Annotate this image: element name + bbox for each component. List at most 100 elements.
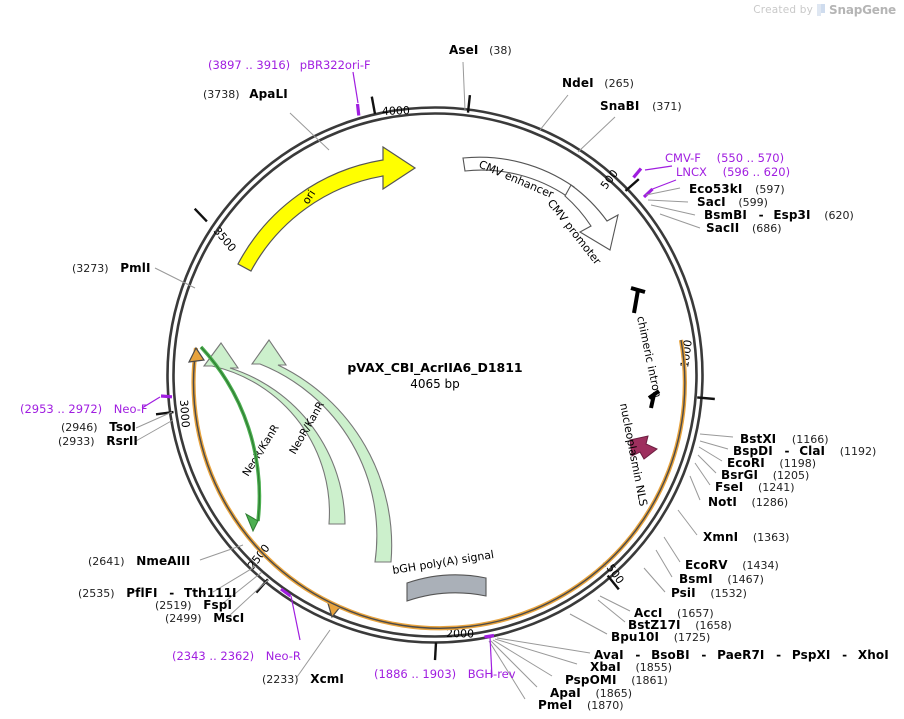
ndei-pos: (265) — [604, 77, 634, 90]
clai-name: ClaI — [799, 444, 826, 458]
label-site-fspi[interactable]: (2519) FspI — [155, 598, 232, 612]
feature-bgh-polya[interactable]: bGH poly(A) signal — [391, 548, 495, 602]
label-site-bsmi[interactable]: BsmI (1467) — [679, 572, 764, 586]
bgh-rev-range: (1886 .. 1903) — [374, 667, 457, 681]
label-site-avai-group[interactable]: AvaI - BsoBI - PaeR7I - PspXI - XhoI (18… — [594, 648, 904, 662]
label-site-apali[interactable]: (3738) ApaLI — [203, 87, 288, 101]
feature-label-bgh-polya: bGH poly(A) signal — [391, 548, 494, 577]
neo-r-range: (2343 .. 2362) — [172, 649, 255, 663]
label-site-bpu10i[interactable]: Bpu10I (1725) — [611, 630, 710, 644]
label-site-msci[interactable]: (2499) MscI — [165, 611, 244, 625]
bpu10i-name: Bpu10I — [611, 630, 660, 644]
snapgene-watermark: Created by SnapGene — [753, 3, 896, 17]
label-site-pspomi[interactable]: PspOMI (1861) — [565, 673, 668, 687]
ecori-pos: (1198) — [779, 457, 816, 470]
feature-chimeric-intron[interactable]: chimeric intron — [630, 286, 664, 409]
plasmid-size: 4065 bp — [410, 377, 460, 391]
label-site-ndei[interactable]: NdeI (265) — [562, 76, 634, 90]
label-site-ecori[interactable]: EcoRI (1198) — [727, 456, 816, 470]
primer-tick-pbr322ori-f — [355, 103, 361, 116]
psii-name: PsiI — [671, 586, 696, 600]
watermark-brand: SnapGene — [829, 3, 896, 17]
label-site-saci[interactable]: SacI (599) — [697, 195, 768, 209]
label-site-fsei[interactable]: FseI (1241) — [715, 480, 795, 494]
apali-name: ApaLI — [249, 87, 288, 101]
primer-tick-neo-f — [160, 394, 173, 399]
label-site-xmni[interactable]: XmnI (1363) — [703, 530, 789, 544]
pbr322ori-f-name: pBR322ori-F — [299, 58, 371, 72]
feature-nucleoplasmin-nls[interactable]: nucleoplasmin NLS — [617, 402, 658, 507]
feature-cmv-enhancer[interactable]: CMV enhancer — [462, 156, 575, 201]
bstz17i-pos: (1658) — [695, 619, 732, 632]
label-site-tsoi[interactable]: (2946) TsoI — [61, 420, 136, 434]
xcmi-name: XcmI — [310, 672, 344, 686]
bsmi-pos: (1467) — [727, 573, 764, 586]
eco53ki-name: Eco53kI — [689, 182, 743, 196]
neo-r-name: Neo-R — [265, 649, 301, 663]
xmni-pos: (1363) — [752, 531, 790, 544]
lncx-range: (596 .. 620) — [722, 165, 791, 179]
label-site-bspdi-clai[interactable]: BspDI - ClaI (1192) — [733, 444, 876, 458]
label-site-eco53ki[interactable]: Eco53kI (597) — [689, 182, 785, 196]
label-site-bsrgi[interactable]: BsrGI (1205) — [721, 468, 809, 482]
eco53ki-pos: (597) — [755, 183, 785, 196]
feature-ori[interactable]: ori — [237, 145, 417, 272]
bstz17i-name: BstZ17I — [628, 618, 681, 632]
label-site-bstz17i[interactable]: BstZ17I (1658) — [628, 618, 732, 632]
noti-pos: (1286) — [751, 496, 789, 509]
label-site-apai[interactable]: ApaI (1865) — [550, 686, 632, 700]
label-site-nmeaiii[interactable]: (2641) NmeAIII — [88, 554, 190, 568]
label-primer-neo-f[interactable]: (2953 .. 2972) Neo-F — [20, 402, 148, 416]
feature-label-neor-kanr-1: NeoR/KanR — [240, 422, 281, 478]
orange-arc-left-inner — [192, 347, 341, 608]
tick-label-2000: 2000 — [446, 627, 474, 640]
label-site-snabi[interactable]: SnaBI (371) — [600, 99, 682, 113]
sacii-name: SacII — [706, 221, 740, 235]
ecorv-pos: (1434) — [742, 559, 779, 572]
ndei-name: NdeI — [562, 76, 594, 90]
pspomi-name: PspOMI — [565, 673, 617, 687]
label-site-ecorv[interactable]: EcoRV (1434) — [685, 558, 779, 572]
pmli-pos: (3273) — [72, 262, 109, 275]
xhoi-name: XhoI — [857, 648, 889, 662]
label-site-bstxi[interactable]: BstXI (1166) — [740, 432, 828, 446]
orange-arc-left-arrowhead — [187, 346, 206, 363]
bgh-rev-name: BGH-rev — [467, 667, 516, 681]
label-primer-bgh-rev[interactable]: (1886 .. 1903) BGH-rev — [374, 667, 516, 681]
nmeaiii-name: NmeAIII — [136, 554, 191, 568]
rsrii-name: RsrII — [106, 434, 138, 448]
tsoi-name: TsoI — [109, 420, 137, 434]
label-primer-lncx[interactable]: LNCX (596 .. 620) — [676, 165, 790, 179]
label-site-psii[interactable]: PsiI (1532) — [671, 586, 747, 600]
label-primer-cmv-f[interactable]: CMV-F (550 .. 570) — [665, 151, 784, 165]
feature-cmv-promoter[interactable]: CMV promoter — [545, 184, 619, 268]
esp3i-name: Esp3I — [773, 208, 811, 222]
label-site-pflfi-tth111i[interactable]: (2535) PflFI - Tth111I — [78, 586, 237, 600]
tick-label-3000: 3000 — [177, 399, 192, 428]
label-site-bsmbi-esp3i[interactable]: BsmBI - Esp3I (620) — [704, 208, 854, 222]
label-site-acci[interactable]: AccI (1657) — [634, 606, 714, 620]
asei-pos: (38) — [489, 44, 512, 57]
avai-dash-3: - — [776, 648, 782, 662]
label-primer-neo-r[interactable]: (2343 .. 2362) Neo-R — [172, 649, 301, 663]
label-site-xbai[interactable]: XbaI (1855) — [590, 660, 672, 674]
plasmid-name: pVAX_CBI_AcrIIA6_D1811 — [347, 360, 523, 375]
label-site-xcmi[interactable]: (2233) XcmI — [262, 672, 344, 686]
ecorv-name: EcoRV — [685, 558, 728, 572]
apali-pos: (3738) — [203, 88, 240, 101]
label-primer-pbr322ori-f[interactable]: (3897 .. 3916) pBR322ori-F — [208, 58, 371, 72]
bsrgi-pos: (1205) — [772, 469, 810, 482]
fspi-name: FspI — [203, 598, 233, 612]
xmni-name: XmnI — [703, 530, 739, 544]
label-site-asei[interactable]: AseI (38) — [449, 43, 512, 57]
label-site-sacii[interactable]: SacII (686) — [706, 221, 782, 235]
label-site-noti[interactable]: NotI (1286) — [708, 495, 788, 509]
label-site-pmli[interactable]: (3273) PmlI — [72, 261, 151, 275]
label-site-rsrii[interactable]: (2933) RsrII — [58, 434, 138, 448]
label-site-pmei[interactable]: PmeI (1870) — [538, 698, 624, 712]
primer-ticks — [160, 103, 654, 639]
feature-neor-kanr-dark-arrow — [199, 345, 262, 533]
bstxi-pos: (1166) — [791, 433, 829, 446]
